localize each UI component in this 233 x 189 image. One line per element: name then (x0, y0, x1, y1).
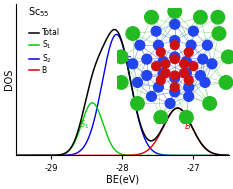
Circle shape (207, 59, 217, 69)
Circle shape (158, 57, 168, 66)
Circle shape (156, 48, 165, 57)
Circle shape (154, 40, 163, 50)
Circle shape (131, 97, 144, 110)
Circle shape (114, 50, 128, 64)
Circle shape (147, 91, 156, 101)
Circle shape (154, 82, 163, 92)
Circle shape (161, 69, 170, 77)
Circle shape (170, 36, 180, 45)
Circle shape (135, 40, 145, 50)
Circle shape (195, 70, 205, 80)
Circle shape (145, 10, 158, 24)
Circle shape (182, 68, 191, 78)
Circle shape (168, 5, 182, 18)
Circle shape (158, 68, 168, 78)
Circle shape (202, 40, 212, 50)
Circle shape (188, 26, 198, 36)
Circle shape (211, 10, 225, 24)
Circle shape (198, 54, 208, 64)
Text: $B$: $B$ (184, 120, 191, 131)
Circle shape (170, 52, 180, 62)
Circle shape (170, 73, 180, 83)
Circle shape (180, 69, 188, 77)
Circle shape (142, 70, 152, 80)
Circle shape (180, 59, 188, 68)
Legend: Total, S$_1$, S$_2$, B: Total, S$_1$, S$_2$, B (28, 28, 61, 76)
Circle shape (186, 40, 196, 50)
Circle shape (126, 27, 140, 40)
Text: $S_1$: $S_1$ (79, 119, 90, 131)
Circle shape (170, 55, 179, 64)
Circle shape (184, 82, 194, 92)
Circle shape (180, 111, 193, 124)
Circle shape (184, 48, 193, 57)
Text: $S_2$: $S_2$ (126, 54, 136, 67)
Circle shape (219, 76, 233, 89)
Circle shape (170, 87, 180, 97)
Circle shape (170, 71, 179, 80)
Circle shape (170, 83, 179, 91)
Circle shape (194, 10, 207, 24)
Circle shape (156, 76, 165, 84)
Circle shape (184, 91, 194, 101)
Circle shape (133, 77, 142, 87)
Circle shape (151, 26, 161, 36)
Circle shape (165, 98, 175, 108)
Circle shape (152, 62, 161, 70)
Circle shape (161, 59, 170, 68)
Circle shape (182, 57, 191, 66)
Circle shape (184, 76, 193, 84)
Circle shape (212, 27, 226, 40)
Circle shape (114, 76, 128, 89)
Y-axis label: DOS: DOS (4, 69, 14, 91)
Circle shape (222, 50, 233, 64)
Circle shape (189, 62, 198, 70)
Circle shape (128, 59, 138, 69)
Text: Sc$_{55}$: Sc$_{55}$ (28, 6, 50, 19)
Circle shape (200, 77, 210, 87)
X-axis label: BE(eV): BE(eV) (106, 175, 139, 185)
Circle shape (203, 97, 216, 110)
Circle shape (154, 111, 168, 124)
Circle shape (170, 41, 179, 50)
Circle shape (170, 19, 180, 29)
Circle shape (142, 54, 152, 64)
